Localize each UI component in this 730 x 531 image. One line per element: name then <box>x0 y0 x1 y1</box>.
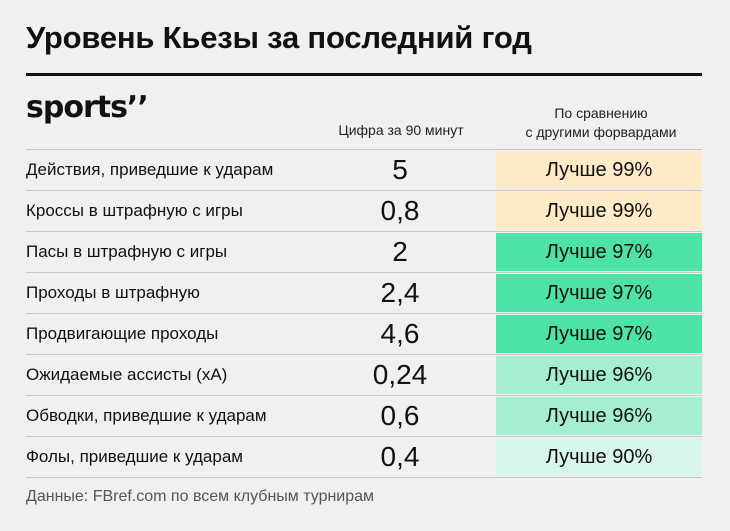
row-percentile: Лучше 99% <box>496 151 702 189</box>
table-row: Продвигающие проходы 4,6 Лучше 97% <box>26 314 702 355</box>
row-percentile: Лучше 97% <box>496 233 702 271</box>
row-value: 0,24 <box>372 359 428 390</box>
table-row: Фолы, приведшие к ударам 0,4 Лучше 90% <box>26 437 702 478</box>
row-value: 2 <box>392 236 408 267</box>
row-percentile: Лучше 96% <box>496 397 702 435</box>
row-percentile: Лучше 97% <box>496 274 702 312</box>
row-percentile: Лучше 90% <box>496 438 702 476</box>
title-divider <box>26 73 702 76</box>
row-value: 0,4 <box>380 441 420 472</box>
row-percentile: Лучше 99% <box>496 192 702 230</box>
row-percentile: Лучше 97% <box>496 315 702 353</box>
compare-header-line2: с другими форвардами <box>525 124 677 140</box>
row-percentile: Лучше 96% <box>496 356 702 394</box>
row-value: 0,8 <box>380 195 420 226</box>
row-label: Пасы в штрафную с игры <box>26 242 228 261</box>
table-row: Ожидаемые ассисты (xA) 0,24 Лучше 96% <box>26 355 702 396</box>
row-label: Кроссы в штрафную с игры <box>26 201 243 220</box>
row-value: 2,4 <box>380 277 420 308</box>
source-note: Данные: FBref.com по всем клубным турнир… <box>26 488 375 505</box>
table-row: Пасы в штрафную с игры 2 Лучше 97% <box>26 232 702 273</box>
stats-table: Действия, приведшие к ударам 5 Лучше 99%… <box>26 149 702 478</box>
row-label: Продвигающие проходы <box>26 324 219 343</box>
value-column-header: Цифра за 90 минут <box>338 122 464 138</box>
compare-header-line1: По сравнению <box>554 105 648 121</box>
row-label: Действия, приведшие к ударам <box>26 160 274 179</box>
table-row: Кроссы в штрафную с игры 0,8 Лучше 99% <box>26 191 702 232</box>
row-value: 4,6 <box>380 318 420 349</box>
row-value: 5 <box>392 154 408 185</box>
row-label: Обводки, приведшие к ударам <box>26 406 267 425</box>
row-value: 0,6 <box>380 400 420 431</box>
table-row: Обводки, приведшие к ударам 0,6 Лучше 96… <box>26 396 702 437</box>
row-label: Проходы в штрафную <box>26 283 200 302</box>
compare-column-header: По сравнению с другими форвардами <box>500 104 702 142</box>
row-label: Ожидаемые ассисты (xA) <box>26 365 228 384</box>
table-row: Действия, приведшие к ударам 5 Лучше 99% <box>26 149 702 191</box>
table-row: Проходы в штрафную 2,4 Лучше 97% <box>26 273 702 314</box>
row-label: Фолы, приведшие к ударам <box>26 447 243 466</box>
sports-logo: sports’’ <box>26 90 149 125</box>
page-title: Уровень Кьезы за последний год <box>26 20 532 55</box>
